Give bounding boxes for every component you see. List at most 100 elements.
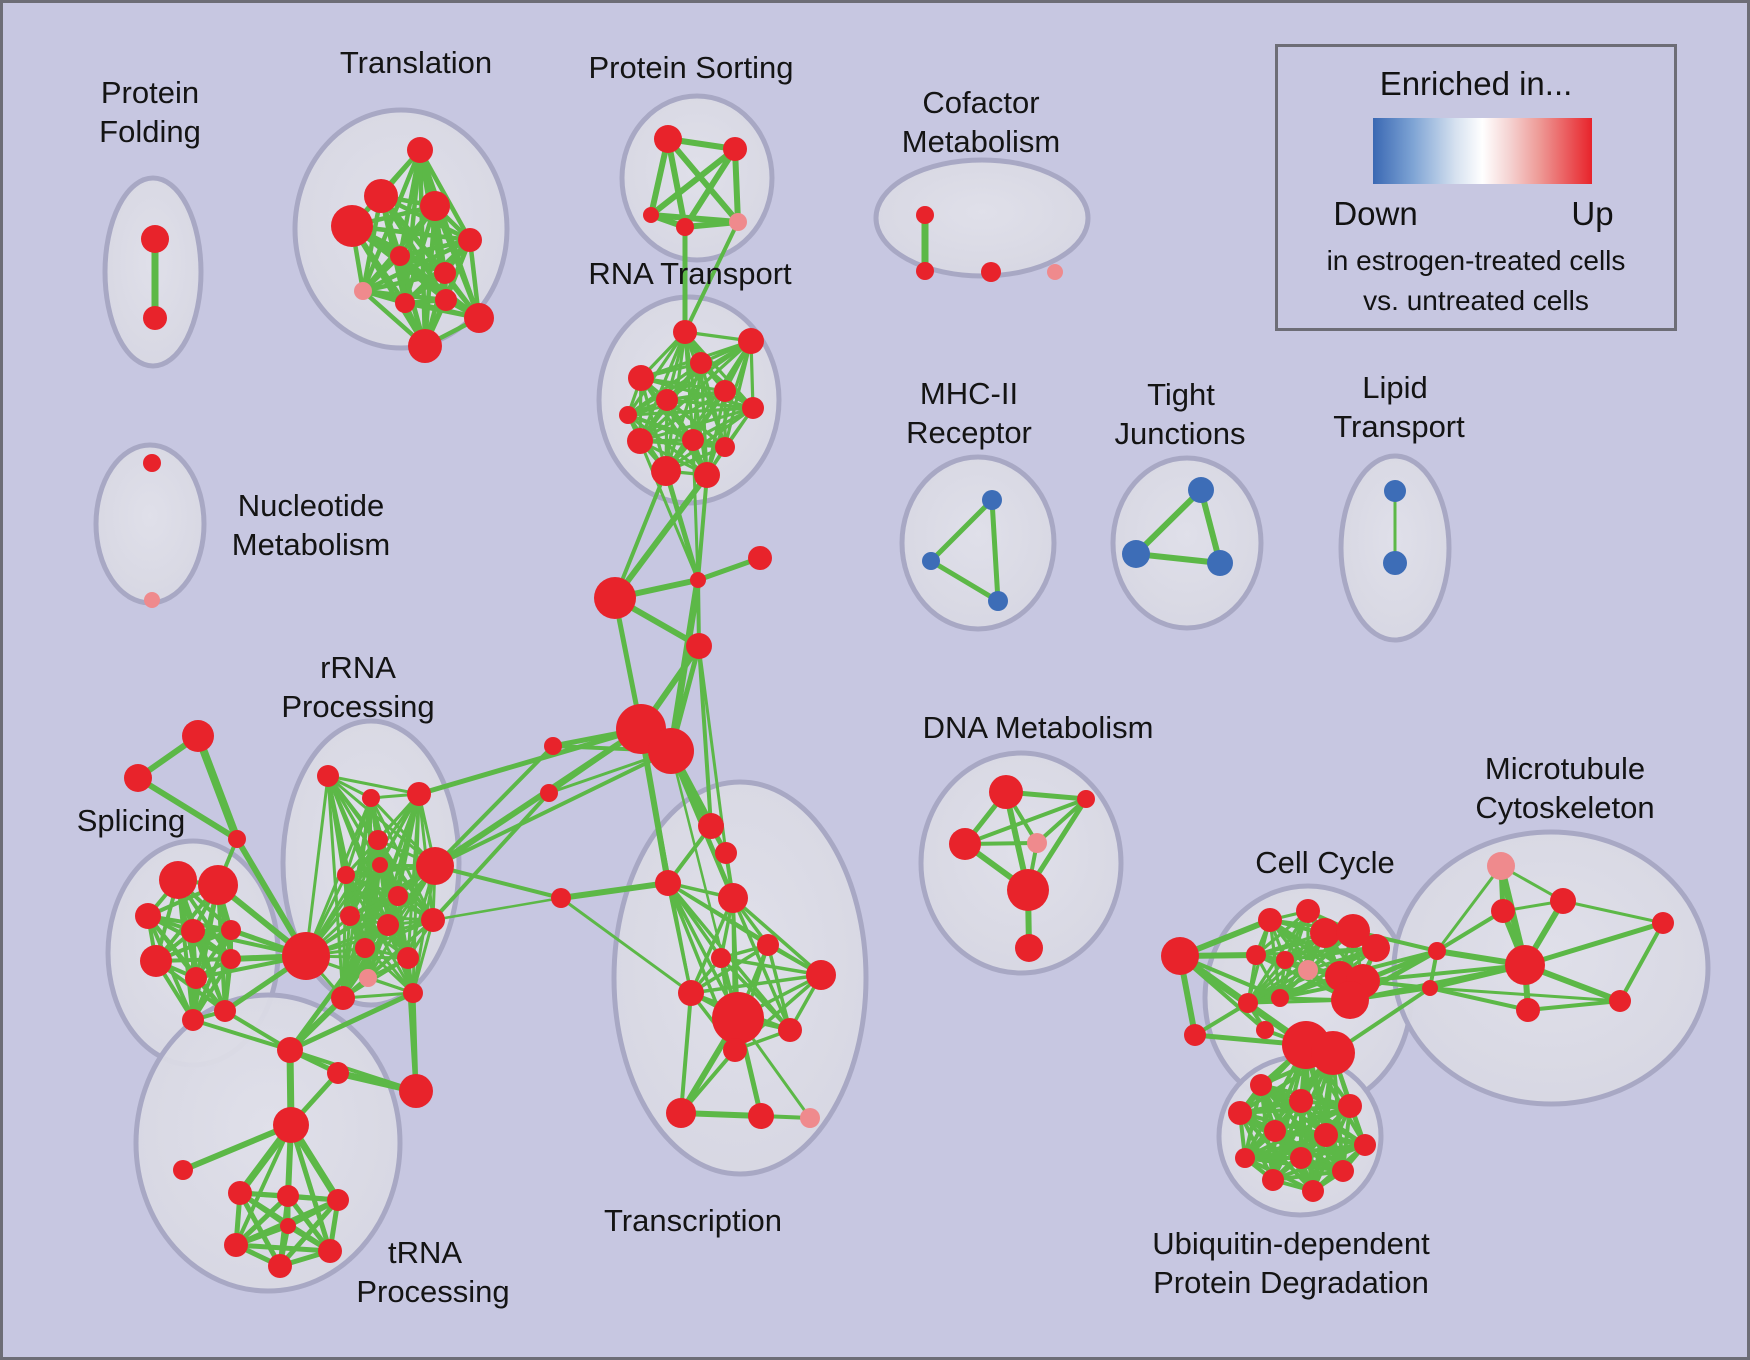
node-ps2: [723, 137, 747, 161]
network-edge: [1271, 1169, 1345, 1182]
cluster-ellipse-microtubule-cytoskeleton: [1391, 829, 1711, 1107]
node-mt4: [1505, 945, 1545, 985]
cluster-label-cell-cycle: Cell Cycle: [1255, 845, 1395, 880]
node-cchub: [1161, 937, 1199, 975]
cluster-label-lipid-transport: Lipid Transport: [1333, 370, 1465, 444]
node-rt7: [742, 397, 764, 419]
node-pf2: [143, 306, 167, 330]
node-m1: [982, 490, 1002, 510]
node-sp4: [181, 919, 205, 943]
network-edge: [689, 896, 735, 995]
node-sp10: [182, 1009, 204, 1031]
node-sp3: [135, 903, 161, 929]
node-rt1: [673, 320, 697, 344]
network-edge: [191, 957, 233, 1022]
network-edge: [194, 732, 241, 843]
network-edge: [696, 473, 709, 582]
node-mt5: [1609, 990, 1631, 1012]
node-tn14: [800, 1108, 820, 1128]
node-rr3: [407, 782, 431, 806]
network-edge: [612, 472, 710, 601]
legend-up-label: Up: [1571, 195, 1614, 232]
network-edge: [287, 945, 368, 1053]
cluster-label-protein-folding: Protein Folding: [99, 75, 201, 149]
node-t2: [364, 179, 398, 213]
cluster-label-microtubule-cytoskeleton: Microtubule Cytoskeleton: [1475, 751, 1654, 825]
node-u6: [1314, 1123, 1338, 1147]
network-edge: [1435, 864, 1503, 953]
node-rr5: [337, 866, 355, 884]
node-nm1: [143, 454, 161, 472]
node-sp7: [185, 967, 207, 989]
node-tn5: [757, 934, 779, 956]
cluster-label-translation: Translation: [340, 45, 492, 80]
node-cc8: [1298, 960, 1318, 980]
node-rr14: [359, 969, 377, 987]
cluster-label-tight-junctions: Tight Junctions: [1115, 377, 1246, 451]
network-edge: [432, 726, 644, 869]
node-j2: [748, 546, 772, 570]
network-edge: [277, 1197, 341, 1269]
node-tn2: [715, 842, 737, 864]
node-D: [228, 830, 246, 848]
network-edge: [989, 497, 1001, 604]
network-edge: [665, 398, 755, 410]
network-edge: [360, 147, 423, 294]
node-u1: [1250, 1074, 1272, 1096]
node-rr7: [416, 847, 454, 885]
network-edge: [1348, 963, 1527, 1002]
node-tn8: [678, 980, 704, 1006]
node-u5: [1264, 1120, 1286, 1142]
network-edge: [732, 146, 741, 225]
network-edge: [679, 991, 693, 1115]
node-sp9: [214, 1000, 236, 1022]
node-cc1: [1258, 908, 1282, 932]
node-rt6: [656, 389, 678, 411]
network-edge: [433, 749, 673, 868]
network-edge: [719, 956, 792, 1032]
network-edge: [433, 864, 563, 900]
node-tn11: [723, 1038, 747, 1062]
cluster-ellipse-mhc-ii-receptor: [899, 454, 1057, 632]
node-t6: [390, 246, 410, 266]
network-edge: [626, 413, 727, 449]
node-rt3: [628, 365, 654, 391]
node-h6: [268, 1254, 292, 1278]
node-rt4: [690, 352, 712, 374]
node-h4: [224, 1233, 248, 1257]
node-m2: [922, 552, 940, 570]
network-edge: [731, 896, 823, 977]
network-edge: [287, 990, 416, 1053]
network-edge: [360, 270, 448, 294]
node-tn3: [655, 870, 681, 896]
node-rr9: [340, 906, 360, 926]
node-u4: [1228, 1101, 1252, 1125]
cluster-label-trna-processing: tRNA Processing: [356, 1235, 509, 1309]
node-h3: [327, 1189, 349, 1211]
network-edge: [1243, 1051, 1335, 1160]
cluster-label-rna-transport: RNA Transport: [588, 256, 792, 291]
node-rr15: [397, 947, 419, 969]
node-j1: [690, 572, 706, 588]
node-j4: [686, 633, 712, 659]
node-u12: [1302, 1180, 1324, 1202]
network-edge: [135, 775, 240, 842]
node-rr8: [388, 886, 408, 906]
legend-title: Enriched in...: [1379, 65, 1573, 102]
node-d4: [1027, 833, 1047, 853]
node-rt13: [619, 406, 637, 424]
node-t1: [407, 137, 433, 163]
node-u10: [1332, 1160, 1354, 1182]
node-cc2: [1296, 899, 1320, 923]
node-u7: [1354, 1134, 1376, 1156]
network-edge: [360, 237, 473, 294]
network-edge: [638, 406, 755, 443]
node-tj2: [1122, 540, 1150, 568]
node-rt8: [682, 429, 704, 451]
node-rr1: [317, 765, 339, 787]
network-edge: [237, 1190, 283, 1269]
node-rr11: [421, 908, 445, 932]
node-u8: [1235, 1148, 1255, 1168]
node-t12: [408, 329, 442, 363]
network-edge: [638, 389, 727, 443]
